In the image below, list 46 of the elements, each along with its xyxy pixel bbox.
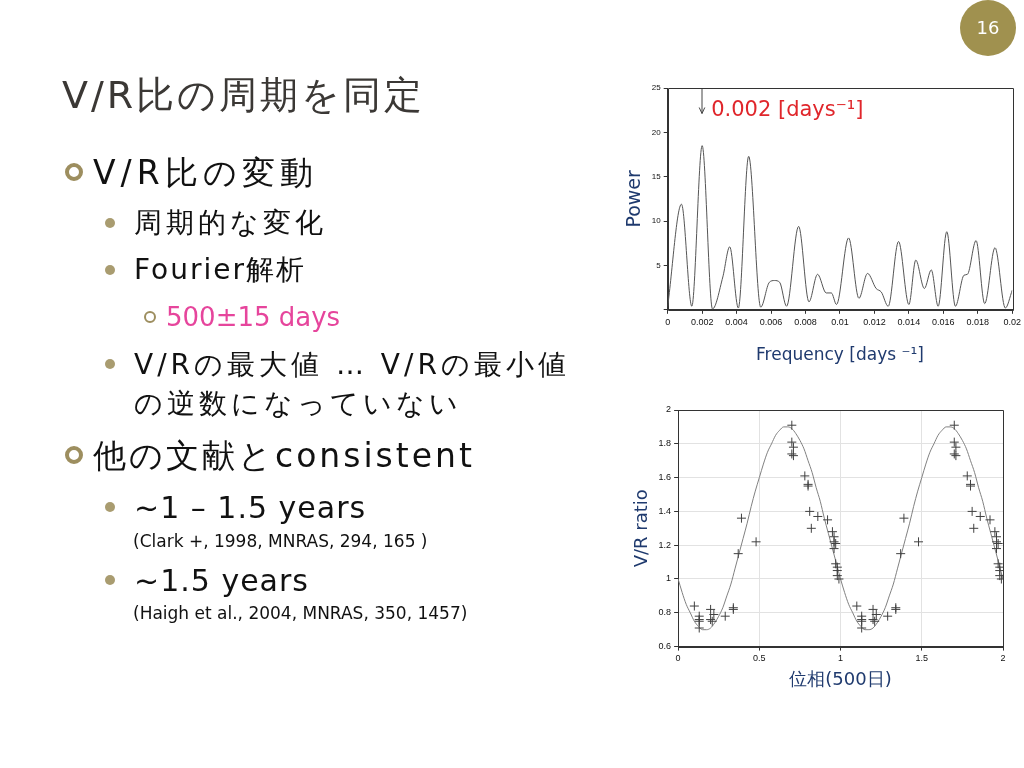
text: V/Rの最大値 … V/Rの最小値の逆数になっていない	[134, 346, 571, 422]
x-tick-label: 0.006	[759, 316, 783, 327]
text: (Haigh et al., 2004, MNRAS, 350, 1457)	[133, 602, 468, 624]
x-tick-label: 1	[838, 653, 844, 664]
text: 他の文献とconsistent	[93, 434, 475, 477]
x-tick-label: 0.018	[966, 316, 990, 327]
annotation: 0.002 [days⁻¹]	[711, 97, 864, 122]
y-tick-label: 2	[666, 404, 672, 415]
x-tick-label: 0.02	[1003, 316, 1022, 327]
x-tick-label: 2	[1000, 653, 1006, 664]
text: 周期的な変化	[134, 205, 327, 241]
y-tick-label: 5	[656, 260, 662, 270]
text: Fourier解析	[134, 252, 307, 288]
circle-badge: 16	[960, 0, 1016, 56]
x-axis-title: 位相(500日)	[789, 667, 892, 689]
y-tick-label: 0.6	[658, 641, 672, 652]
x-tick-label: 0.004	[725, 316, 748, 327]
x-tick-label: 0.008	[794, 316, 817, 327]
y-tick-label: 0.8	[658, 607, 672, 618]
x-tick-label: 0	[665, 316, 671, 327]
y-tick-label: 1.4	[658, 505, 672, 516]
y-tick-label: 1.2	[658, 539, 672, 550]
y-tick-label: 20	[651, 127, 662, 137]
x-tick-label: 0	[675, 653, 681, 664]
y-tick-label: 1.6	[658, 472, 672, 483]
x-tick-label: 0.002	[690, 316, 714, 327]
x-tick-label: 0.016	[932, 316, 955, 327]
x-tick-label: 0.5	[753, 653, 766, 664]
y-tick-label: 1.8	[658, 438, 672, 449]
y-tick-label: 25	[651, 83, 662, 93]
text: (Clark +, 1998, MNRAS, 294, 165 )	[133, 530, 428, 552]
y-tick-label: 10	[651, 216, 662, 226]
text: ~1.5 years	[134, 561, 309, 600]
y-axis-title: Power	[622, 169, 645, 228]
text: ~1 – 1.5 years	[134, 488, 367, 527]
x-tick-label: 0.012	[863, 316, 886, 327]
x-axis-title: Frequency [days ⁻¹]	[756, 344, 924, 365]
y-tick-label: 1	[666, 573, 672, 584]
x-tick-label: 0.014	[897, 316, 921, 327]
x-tick-label: 0.01	[831, 316, 849, 327]
x-tick-label: 1.5	[915, 653, 929, 664]
y-tick-label: 15	[651, 171, 662, 181]
text: V/R比の周期を同定	[62, 72, 426, 118]
text: V/R比の変動	[93, 151, 318, 194]
text: 500±15 days	[166, 301, 341, 334]
y-axis-title: V/R ratio	[630, 489, 652, 568]
